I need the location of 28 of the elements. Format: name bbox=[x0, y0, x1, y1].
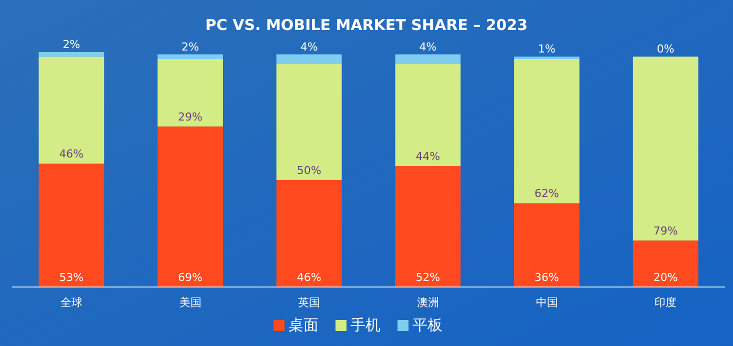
data-label: 36% bbox=[534, 271, 559, 284]
data-label: 46% bbox=[59, 148, 84, 161]
data-label: 46% bbox=[296, 271, 322, 284]
x-tick-label: 澳洲 bbox=[416, 296, 439, 309]
data-label: 2% bbox=[182, 40, 199, 54]
data-label: 29% bbox=[178, 110, 202, 124]
x-tick-label: 英国 bbox=[298, 296, 320, 309]
x-tick-label: 全球 bbox=[60, 296, 82, 309]
legend-label: 手机 bbox=[350, 316, 380, 334]
chart-title: PC VS. MOBILE MARKET SHARE – 2023 bbox=[205, 16, 528, 34]
data-label: 53% bbox=[59, 271, 84, 284]
data-label: 20% bbox=[653, 271, 678, 284]
x-tick-label: 中国 bbox=[536, 296, 558, 309]
data-label: 52% bbox=[416, 271, 440, 284]
legend-label: 平板 bbox=[412, 316, 442, 334]
legend-label: 桌面 bbox=[288, 316, 318, 334]
data-label: 4% bbox=[300, 40, 318, 54]
data-label: 0% bbox=[656, 42, 674, 56]
data-label: 62% bbox=[534, 187, 559, 200]
data-label: 50% bbox=[296, 164, 322, 177]
data-label: 69% bbox=[178, 271, 202, 284]
data-label: 4% bbox=[419, 40, 437, 54]
x-tick-label: 印度 bbox=[654, 296, 677, 309]
data-label: 2% bbox=[62, 38, 80, 51]
data-label: 44% bbox=[416, 150, 440, 164]
data-label: 1% bbox=[538, 42, 556, 56]
data-label: 79% bbox=[653, 224, 678, 238]
x-tick-label: 美国 bbox=[179, 296, 202, 309]
